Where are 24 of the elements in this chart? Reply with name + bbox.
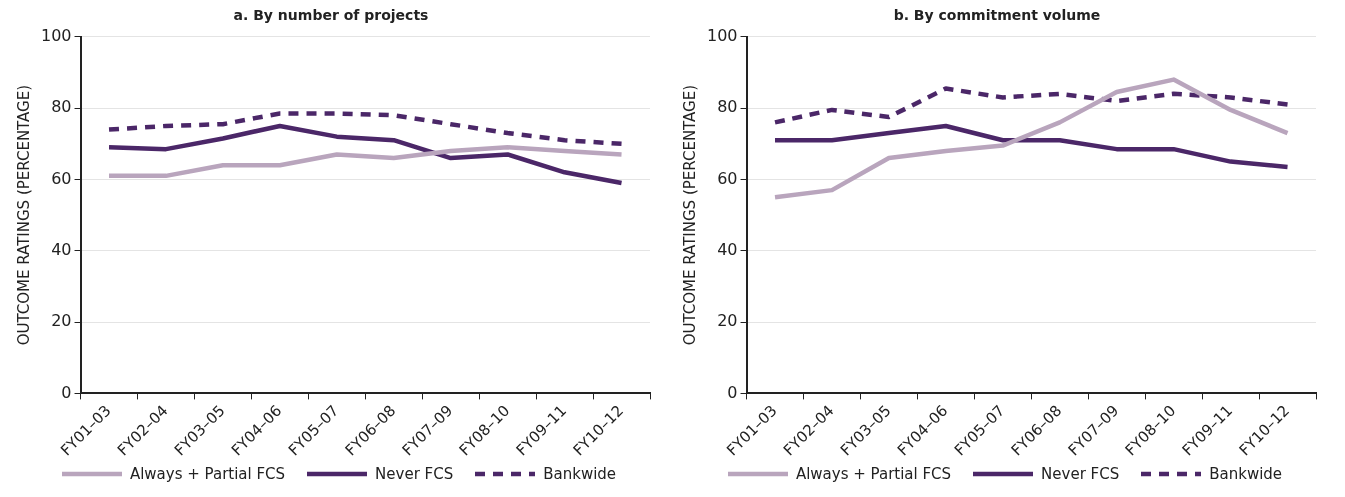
y-tick-label: 0 [727, 382, 738, 402]
y-axis-title: OUTCOME RATINGS (PERCENTAGE) [14, 84, 33, 346]
line-series [772, 86, 1290, 125]
y-tick-label: 80 [51, 97, 72, 117]
y-tick-label: 60 [717, 168, 738, 188]
y-tick-label: 40 [717, 239, 738, 259]
y-tick-label: 20 [717, 311, 738, 331]
y-tick-label: 100 [706, 25, 738, 45]
legend-label: Always + Partial FCS [129, 465, 286, 483]
y-tick-label: 20 [51, 311, 72, 331]
y-axis-title: OUTCOME RATINGS (PERCENTAGE) [680, 84, 699, 346]
chart-title: b. By commitment volume [893, 7, 1101, 24]
y-tick-label: 60 [51, 168, 72, 188]
y-tick-label: 0 [61, 382, 72, 402]
legend-label: Never FCS [375, 465, 454, 483]
chart-title: a. By number of projects [233, 7, 429, 24]
legend-label: Always + Partial FCS [795, 465, 952, 483]
legend-label: Bankwide [1209, 465, 1283, 483]
y-tick-label: 40 [51, 239, 72, 259]
line-series [106, 111, 624, 147]
y-tick-label: 100 [40, 25, 72, 45]
y-tick-label: 80 [717, 97, 738, 117]
legend-label: Bankwide [543, 465, 617, 483]
legend-label: Never FCS [1041, 465, 1120, 483]
